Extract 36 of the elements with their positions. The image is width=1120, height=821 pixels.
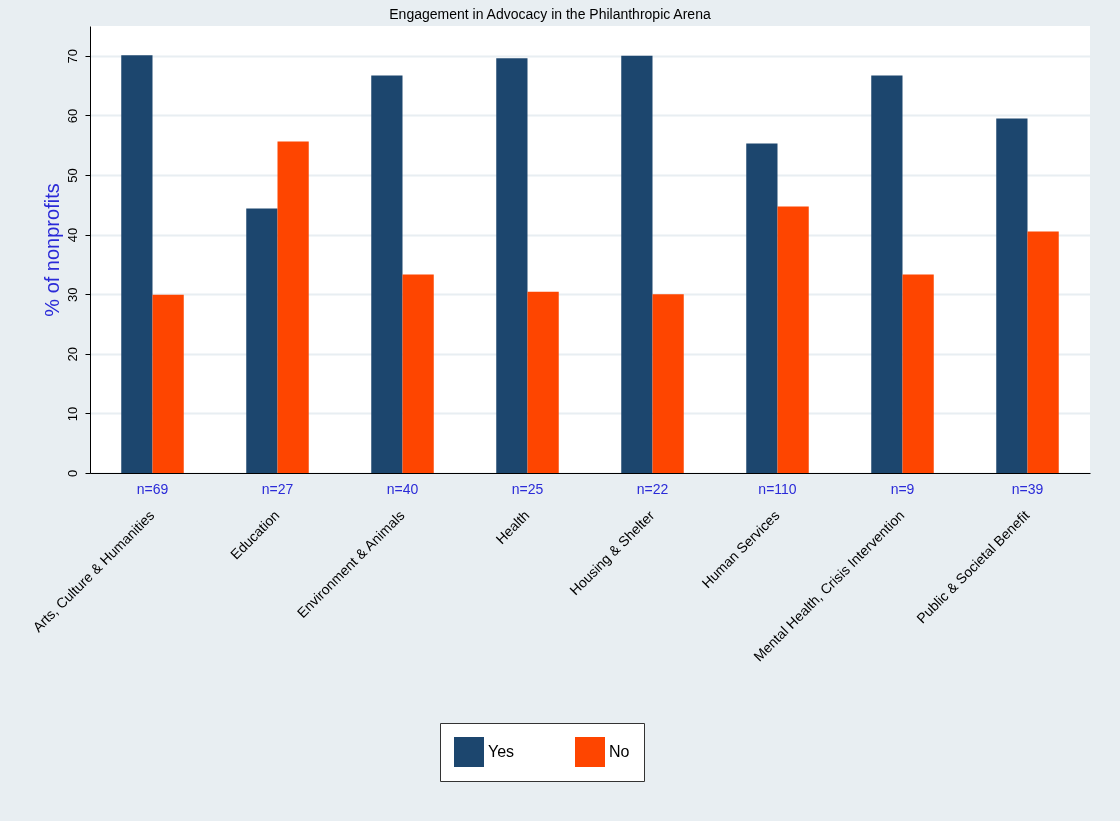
bar [652, 294, 684, 473]
text: n=25 [511, 481, 544, 497]
bar [277, 141, 309, 473]
chart-title: Engagement in Advocacy in the Philanthropic Arena [389, 6, 711, 22]
bar [621, 55, 653, 473]
bar [1027, 231, 1059, 473]
text: n=27 [261, 481, 294, 497]
y-tick-label: 0 [64, 469, 80, 478]
bar [371, 75, 403, 473]
bar [746, 143, 778, 473]
bar [152, 294, 184, 473]
bar [527, 291, 559, 473]
bar [902, 274, 934, 473]
bar [496, 58, 528, 473]
bar [402, 274, 434, 473]
bar [777, 206, 809, 473]
text: n=40 [386, 481, 419, 497]
y-tick-label: 10 [64, 406, 80, 422]
y-tick-label: 30 [64, 287, 80, 302]
bar [121, 55, 153, 473]
y-tick-label: 40 [64, 227, 80, 243]
bar [246, 208, 278, 473]
text: n=9 [890, 481, 915, 497]
bar [871, 75, 903, 473]
y-tick-label: 20 [64, 347, 80, 362]
text: n=110 [758, 481, 797, 497]
y-tick-label: 50 [64, 168, 80, 183]
y-tick-label: 70 [64, 49, 80, 64]
y-axis-title: % of nonprofits [40, 183, 63, 317]
y-tick-label: 60 [64, 108, 80, 124]
legend-label: No [609, 743, 630, 760]
legend-label: Yes [488, 743, 515, 760]
text: n=69 [136, 481, 169, 497]
text: n=39 [1011, 481, 1044, 497]
text: n=22 [636, 481, 669, 497]
bar [996, 118, 1028, 473]
